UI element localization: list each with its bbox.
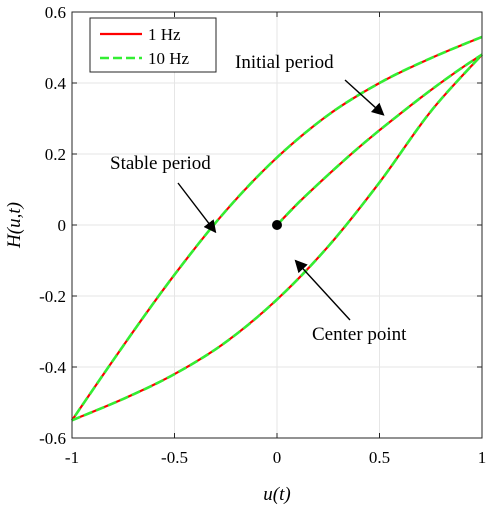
series-line-initial xyxy=(276,53,483,226)
series-line-lower xyxy=(71,53,483,422)
center-point-marker xyxy=(272,220,282,230)
annotation-label: Initial period xyxy=(235,52,334,73)
annotation-label: Stable period xyxy=(110,153,211,174)
annotation-arrow xyxy=(177,182,217,234)
y-tick-label: 0.6 xyxy=(45,3,66,22)
legend-box xyxy=(89,17,217,73)
x-axis-label: u(t) xyxy=(263,484,290,505)
x-tick-label: -0.5 xyxy=(161,448,188,467)
y-tick-label: 0.4 xyxy=(45,74,67,93)
y-tick-label: -0.2 xyxy=(39,287,66,306)
annotation-arrow xyxy=(344,79,385,116)
x-tick-label: 0.5 xyxy=(369,448,390,467)
y-tick-label: 0.2 xyxy=(45,145,66,164)
x-tick-label: -1 xyxy=(65,448,79,467)
series-layer xyxy=(70,35,483,422)
y-tick-label: 0 xyxy=(58,216,67,235)
legend-label: 10 Hz xyxy=(148,49,190,68)
legend-label: 1 Hz xyxy=(148,25,181,44)
ticks: -1 -0.5 0 0.5 1 -0.6 -0.4 -0.2 0 0.2 0.4 0.6 xyxy=(39,3,486,467)
legend: 1 Hz 10 Hz xyxy=(89,17,217,73)
x-tick-label: 0 xyxy=(273,448,282,467)
y-tick-label: -0.4 xyxy=(39,358,66,377)
annotation-label: Center point xyxy=(312,324,407,345)
x-tick-label: 1 xyxy=(478,448,486,467)
y-tick-label: -0.6 xyxy=(39,429,66,448)
series-line-upper xyxy=(70,35,483,422)
y-axis-label: H(u,t) xyxy=(4,202,25,249)
annotations: Initial period Stable period Center point xyxy=(110,52,407,345)
annotation-arrow xyxy=(294,259,351,321)
